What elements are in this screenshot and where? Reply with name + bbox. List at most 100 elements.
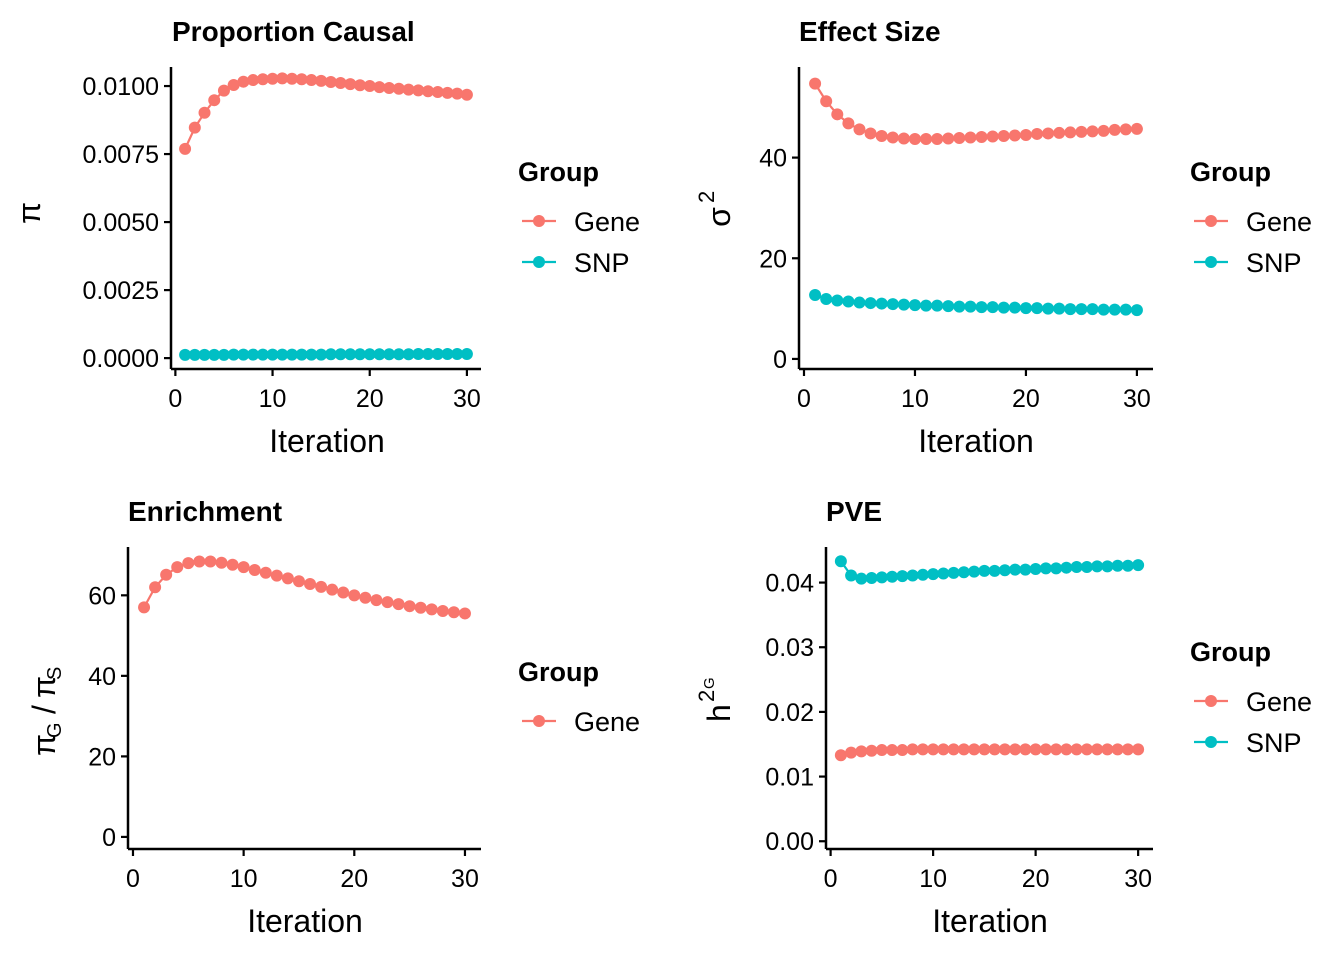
data-point (381, 596, 394, 609)
data-point (968, 743, 981, 756)
legend-key-point (533, 715, 545, 727)
x-tick-label: 0 (797, 385, 811, 413)
data-point (198, 106, 211, 119)
legend: Group Gene SNP (1190, 157, 1312, 278)
x-tick-label: 0 (168, 385, 182, 413)
data-point (1132, 743, 1145, 756)
data-point (1101, 743, 1114, 756)
data-point (864, 297, 877, 310)
data-point (292, 575, 305, 588)
legend-title: Group (1190, 157, 1271, 187)
data-point (414, 601, 427, 614)
data-point (842, 117, 855, 130)
data-point (1064, 303, 1077, 316)
data-point (344, 78, 357, 91)
y-axis-title: σ 2 (694, 191, 737, 227)
data-point (920, 299, 933, 312)
y-axis-title: π (11, 202, 47, 224)
data-point (947, 566, 960, 579)
y-tick-label: 0.0050 (83, 209, 159, 237)
data-point (248, 563, 261, 576)
data-point (1031, 302, 1044, 315)
data-point (285, 348, 298, 361)
data-point (285, 72, 298, 85)
data-point (937, 743, 950, 756)
y-axis-title-main: h (701, 704, 737, 722)
panel-proportion-causal: Proportion Causal 0.00000.00250.00500.00… (11, 16, 640, 459)
data-point (964, 300, 977, 313)
data-point (896, 570, 909, 583)
data-point (247, 74, 260, 87)
data-point (436, 605, 449, 618)
y-axis-title-slash: / (26, 705, 62, 714)
legend-item-snp: SNP (1194, 248, 1302, 278)
data-point (875, 744, 888, 757)
legend-key-point (533, 215, 545, 227)
data-point (138, 601, 151, 614)
data-point (1130, 304, 1143, 317)
data-point (1050, 743, 1063, 756)
data-point (295, 73, 308, 86)
data-point (160, 568, 173, 581)
x-tick-label: 0 (126, 865, 140, 893)
x-tick-label: 20 (356, 385, 384, 413)
series-snp (834, 555, 1145, 585)
data-point (842, 295, 855, 308)
data-point (208, 348, 221, 361)
data-point (422, 85, 435, 98)
data-point (1053, 302, 1066, 315)
data-point (1008, 301, 1021, 314)
data-point (865, 744, 878, 757)
data-point (237, 75, 250, 88)
x-axis-title: Iteration (247, 903, 363, 939)
data-point (1086, 125, 1099, 138)
y-tick-label: 20 (88, 743, 116, 771)
legend-title: Group (518, 157, 599, 187)
data-point (906, 569, 919, 582)
data-point (422, 348, 435, 361)
data-point (1019, 128, 1032, 141)
data-point (908, 299, 921, 312)
data-point (326, 583, 339, 596)
data-point (188, 121, 201, 134)
x-tick-label: 10 (901, 385, 929, 413)
x-tick-label: 30 (453, 385, 481, 413)
data-point (171, 561, 184, 574)
data-point (1031, 127, 1044, 140)
y-tick-label: 40 (759, 145, 787, 173)
plot-area: 0 20 40 60 0 10 20 30 (88, 547, 481, 893)
data-point (179, 348, 192, 361)
data-point (975, 130, 988, 143)
data-point (886, 298, 899, 311)
x-tick-label: 10 (919, 865, 947, 893)
data-point (1097, 303, 1110, 316)
series-gene (179, 72, 473, 155)
x-tick-label: 10 (230, 865, 258, 893)
data-point (1132, 559, 1145, 572)
data-point (315, 74, 328, 87)
data-point (1039, 562, 1052, 575)
data-point (149, 581, 162, 594)
data-point (1060, 743, 1073, 756)
y-axis-title-main: σ (701, 207, 737, 227)
data-point (324, 75, 337, 88)
data-point (217, 84, 230, 97)
y-tick-label: 0.03 (765, 634, 814, 662)
data-point (305, 348, 318, 361)
data-point (831, 108, 844, 121)
y-tick-label: 0.02 (765, 699, 814, 727)
data-point (927, 743, 940, 756)
legend-label: Gene (574, 207, 640, 237)
data-point (931, 299, 944, 312)
data-point (447, 606, 460, 619)
data-point (204, 555, 217, 568)
data-point (953, 131, 966, 144)
data-point (845, 569, 858, 582)
data-point (1130, 122, 1143, 135)
data-point (431, 348, 444, 361)
data-point (1111, 559, 1124, 572)
y-tick-label: 40 (88, 663, 116, 691)
data-point (270, 569, 283, 582)
y-tick-label: 0.0075 (83, 141, 159, 169)
